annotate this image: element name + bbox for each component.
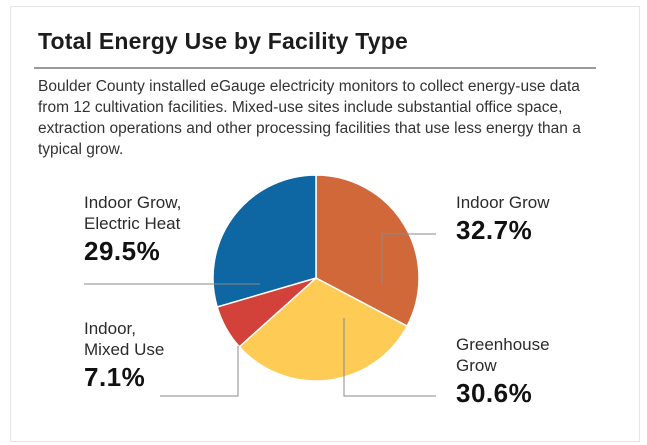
- leader-line-greenhouse: [343, 318, 436, 397]
- pie-slice-indoor-grow-electric-heat: [212, 174, 317, 308]
- label-indoor-grow-pct: 32.7%: [456, 215, 533, 245]
- label-indoor-grow-name: Indoor Grow: [456, 193, 550, 212]
- label-mixed-line1: Indoor,: [84, 319, 136, 338]
- label-greenhouse-line1: Greenhouse: [456, 335, 550, 354]
- chart-frame: [10, 6, 640, 442]
- leader-line-mixed-use: [160, 346, 239, 397]
- label-electric-line1: Indoor Grow,: [84, 193, 182, 212]
- title-divider: [34, 67, 596, 69]
- label-mixed-line2: Mixed Use: [84, 340, 165, 359]
- pie-slice-greenhouse-grow: [238, 277, 409, 382]
- label-greenhouse-grow: Greenhouse Grow 30.6%: [456, 334, 550, 408]
- chart-title: Total Energy Use by Facility Type: [38, 28, 409, 54]
- label-greenhouse-pct: 30.6%: [456, 378, 533, 408]
- label-electric-line2: Electric Heat: [84, 214, 181, 233]
- leader-line-indoor-grow: [381, 233, 436, 284]
- label-greenhouse-line2: Grow: [456, 356, 497, 375]
- pie-slice-indoor-grow: [315, 174, 420, 328]
- label-indoor-grow: Indoor Grow 32.7%: [456, 192, 550, 245]
- label-electric-pct: 29.5%: [84, 236, 161, 266]
- chart-description: Boulder County installed eGauge electric…: [38, 78, 581, 158]
- label-mixed-pct: 7.1%: [84, 362, 146, 392]
- label-indoor-mixed-use: Indoor, Mixed Use 7.1%: [84, 318, 164, 392]
- label-indoor-grow-electric-heat: Indoor Grow, Electric Heat 29.5%: [84, 192, 181, 266]
